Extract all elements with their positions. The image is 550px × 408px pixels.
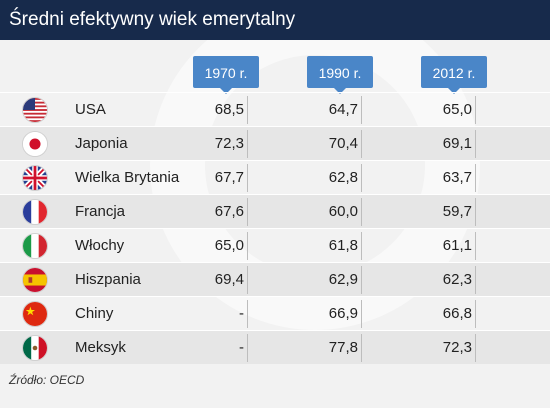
column-header-2012: 2012 r. [421,56,487,94]
country-label: Meksyk [75,339,126,356]
column-divider [247,96,248,124]
column-header-1990: 1990 r. [307,56,373,94]
value-cell: 62,9 [328,271,358,288]
value-cell: 69,1 [442,135,472,152]
country-label: Hiszpania [75,271,141,288]
usa-flag-icon [22,97,48,123]
country-label: USA [75,101,106,118]
column-divider [247,198,248,226]
value-cell: 66,8 [442,305,472,322]
japan-flag-icon [22,131,48,157]
value-cell: 67,7 [214,169,244,186]
column-divider [247,266,248,294]
column-divider [361,96,362,124]
value-cell: 62,3 [442,271,472,288]
column-divider [361,164,362,192]
value-cell: 66,9 [328,305,358,322]
column-divider [361,198,362,226]
column-header-1970: 1970 r. [193,56,259,94]
chart-title: Średni efektywny wiek emerytalny [0,0,550,40]
table-row: Hiszpania 69,4 62,9 62,3 [0,262,550,296]
column-divider [361,232,362,260]
value-cell: 72,3 [214,135,244,152]
country-label: Wielka Brytania [75,169,180,186]
italy-flag-icon [22,233,48,259]
table-row: Wielka Brytania 67,7 62,8 63,7 [0,160,550,194]
table-row: Meksyk - 77,8 72,3 [0,330,550,364]
table-row: Chiny - 66,9 66,8 [0,296,550,330]
column-divider [475,266,476,294]
value-cell: 69,4 [214,271,244,288]
table-row: USA 68,5 64,7 65,0 [0,92,550,126]
value-cell: 68,5 [214,101,244,118]
value-cell: 59,7 [442,203,472,220]
column-divider [361,130,362,158]
table-row: Włochy 65,0 61,8 61,1 [0,228,550,262]
source-note: Źródło: OECD [9,373,85,387]
country-label: Japonia [75,135,128,152]
column-divider [247,164,248,192]
value-cell: 62,8 [328,169,358,186]
table-row: Francja 67,6 60,0 59,7 [0,194,550,228]
mexico-flag-icon [22,335,48,361]
column-divider [361,334,362,362]
china-flag-icon [22,301,48,327]
column-divider [247,232,248,260]
column-divider [247,300,248,328]
column-divider [475,232,476,260]
value-cell: - [239,339,244,356]
value-cell: 72,3 [442,339,472,356]
column-divider [475,334,476,362]
value-cell: 61,8 [328,237,358,254]
column-divider [247,334,248,362]
column-divider [475,198,476,226]
value-cell: 65,0 [442,101,472,118]
value-cell: 64,7 [328,101,358,118]
value-cell: 70,4 [328,135,358,152]
value-cell: 67,6 [214,203,244,220]
value-cell: 65,0 [214,237,244,254]
country-label: Francja [75,203,126,220]
value-cell: 63,7 [442,169,472,186]
column-divider [361,266,362,294]
column-divider [247,130,248,158]
column-divider [475,96,476,124]
uk-flag-icon [22,165,48,191]
country-label: Włochy [75,237,125,254]
table-row: Japonia 72,3 70,4 69,1 [0,126,550,160]
table-body: USA 68,5 64,7 65,0 Japonia 72,3 70,4 69,1 Wielka… [0,92,550,364]
value-cell: - [239,305,244,322]
country-label: Chiny [75,305,114,322]
france-flag-icon [22,199,48,225]
value-cell: 77,8 [328,339,358,356]
value-cell: 60,0 [328,203,358,220]
column-divider [361,300,362,328]
table-panel: 1970 r. 1990 r. 2012 r. USA 68,5 64,7 65,0 J… [0,40,550,408]
column-divider [475,130,476,158]
spain-flag-icon [22,267,48,293]
column-divider [475,300,476,328]
column-divider [475,164,476,192]
value-cell: 61,1 [442,237,472,254]
